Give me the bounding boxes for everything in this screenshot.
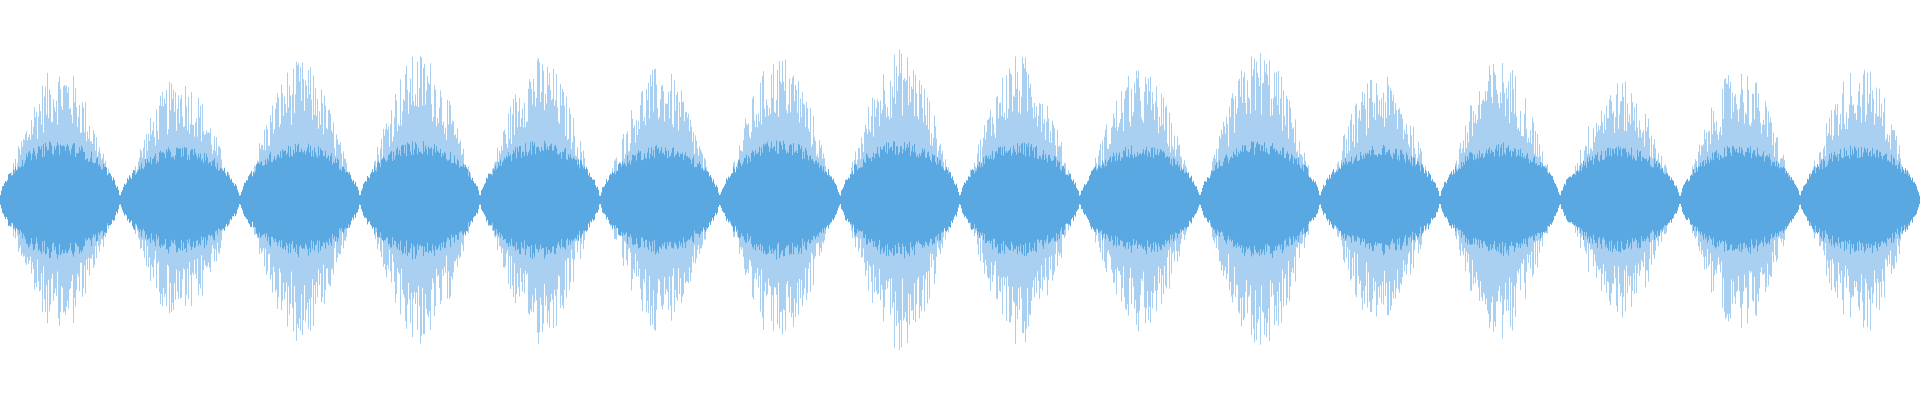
- waveform-rms-layer: [0, 140, 1920, 260]
